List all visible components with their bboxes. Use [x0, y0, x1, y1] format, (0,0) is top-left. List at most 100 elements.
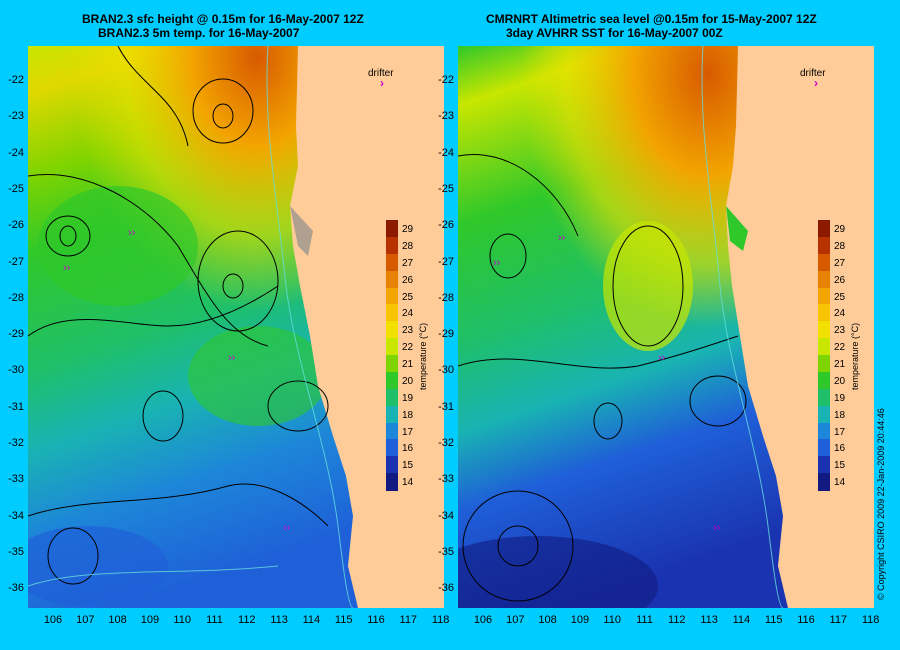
colorbar-swatch: [818, 405, 830, 423]
svg-text:››: ››: [658, 352, 666, 364]
colorbar-tick-label: 20: [402, 375, 414, 387]
lon-tick-label: 116: [367, 614, 385, 626]
lat-tick-label: -23: [438, 110, 454, 123]
lat-tick-label: -31: [438, 400, 454, 413]
colorbar-swatch: [818, 371, 830, 390]
lon-tick-label: 112: [668, 614, 686, 626]
colorbar-tick-label: 27: [402, 257, 414, 269]
colorbar-swatch: [818, 422, 830, 440]
lat-tick-label: -34: [438, 509, 454, 522]
lat-tick-label: -29: [8, 328, 24, 341]
colorbar-tick-label: 23: [834, 325, 846, 337]
colorbar-swatch: [386, 253, 398, 272]
right-drifter-label: drifter: [800, 68, 826, 79]
lat-tick-label: -25: [8, 182, 24, 195]
colorbar-swatch: [386, 220, 398, 238]
colorbar-swatch: [818, 355, 830, 373]
lat-tick-label: -30: [8, 364, 24, 377]
right-drifter-arrow-icon: ›: [814, 76, 818, 90]
colorbar-swatch: [818, 287, 830, 305]
lat-tick-label: -33: [438, 473, 454, 486]
colorbar-swatch: [818, 253, 830, 272]
lat-tick-label: -29: [438, 328, 454, 341]
lon-tick-label: 116: [797, 614, 815, 626]
colorbar-tick-label: 18: [402, 409, 414, 421]
colorbar-swatch: [386, 388, 398, 407]
colorbar-tick-label: 29: [402, 224, 414, 235]
right-title-line1: CMRNRT Altimetric sea level @0.15m for 1…: [486, 12, 817, 26]
lat-tick-label: -27: [438, 255, 454, 268]
colorbar-tick-label: 26: [834, 274, 846, 286]
lon-tick-label: 118: [861, 614, 880, 626]
lon-tick-label: 109: [140, 614, 160, 626]
lat-tick-label: -28: [438, 291, 454, 304]
colorbar-tick-label: 28: [402, 240, 414, 252]
colorbar-swatch: [386, 338, 398, 356]
lon-tick-label: 110: [173, 614, 191, 626]
colorbar-swatch: [818, 220, 830, 238]
lat-tick-label: -35: [438, 545, 454, 558]
colorbar-tick-label: 18: [834, 409, 846, 421]
right-map-panel: ›› ›› ›› ››: [458, 46, 874, 608]
colorbar-swatch: [386, 405, 398, 423]
colorbar-tick-label: 21: [402, 359, 414, 370]
svg-text:››: ››: [493, 257, 501, 269]
colorbar-swatch: [386, 439, 398, 457]
colorbar-tick-label: 17: [834, 426, 846, 438]
colorbar-swatch: [386, 473, 398, 491]
left-map-panel: ›› ›› ›› ››: [28, 46, 444, 608]
colorbar-tick-label: 21: [834, 359, 846, 370]
colorbar-tick-label: 25: [834, 291, 846, 303]
lon-tick-label: 111: [636, 614, 653, 626]
colorbar-tick-label: 16: [834, 443, 846, 455]
lat-tick-label: -32: [438, 437, 454, 449]
colorbar-swatch: [386, 355, 398, 373]
colorbar-swatch: [386, 236, 398, 255]
lon-tick-label: 115: [764, 614, 783, 626]
colorbar-swatch: [386, 321, 398, 339]
colorbar-tick-label: 26: [402, 274, 414, 286]
colorbar-tick-label: 25: [402, 291, 414, 303]
right-title-line2: 3day AVHRR SST for 16-May-2007 00Z: [506, 26, 723, 40]
lon-tick-label: 111: [206, 614, 223, 626]
left-map-svg: ›› ›› ›› ››: [28, 46, 444, 608]
svg-text:››: ››: [283, 522, 291, 534]
lon-tick-label: 108: [108, 614, 127, 626]
colorbar-tick-label: 24: [402, 308, 414, 320]
lat-tick-label: -30: [438, 364, 454, 377]
lat-tick-label: -27: [8, 255, 24, 268]
colorbar-tick-label: 27: [834, 257, 846, 269]
lon-tick-label: 109: [570, 614, 590, 626]
lat-tick-label: -23: [8, 110, 24, 123]
lon-tick-label: 113: [700, 614, 718, 626]
svg-text:››: ››: [63, 262, 71, 274]
colorbar-tick-label: 23: [402, 325, 414, 337]
colorbar-swatch: [386, 422, 398, 440]
colorbar-swatch: [818, 473, 830, 491]
lat-tick-label: -34: [8, 509, 24, 522]
colorbar-tick-label: 19: [834, 392, 846, 404]
colorbar-tick-label: 17: [402, 426, 414, 438]
lon-tick-label: 112: [238, 614, 256, 626]
lat-tick-label: -36: [8, 582, 24, 595]
colorbar-swatch: [818, 270, 830, 288]
lon-tick-label: 106: [43, 614, 63, 626]
colorbar-tick-label: 29: [834, 224, 846, 235]
left-title-line1: BRAN2.3 sfc height @ 0.15m for 16-May-20…: [82, 12, 364, 26]
lat-tick-label: -36: [438, 582, 454, 595]
svg-text:››: ››: [558, 232, 566, 244]
colorbar-tick-label: 19: [402, 392, 414, 404]
lon-tick-label: 110: [603, 614, 621, 626]
lon-tick-label: 117: [399, 614, 418, 626]
lon-tick-label: 113: [270, 614, 288, 626]
colorbar-swatch: [818, 321, 830, 339]
lon-tick-label: 108: [538, 614, 557, 626]
lat-tick-label: -26: [438, 219, 454, 232]
colorbar-swatch: [818, 338, 830, 356]
svg-text:››: ››: [128, 227, 136, 239]
lat-tick-label: -31: [8, 400, 24, 413]
colorbar-swatch: [386, 270, 398, 288]
colorbar-tick-label: 20: [834, 375, 846, 387]
colorbar-swatch: [818, 456, 830, 474]
lon-tick-label: 118: [431, 614, 450, 626]
